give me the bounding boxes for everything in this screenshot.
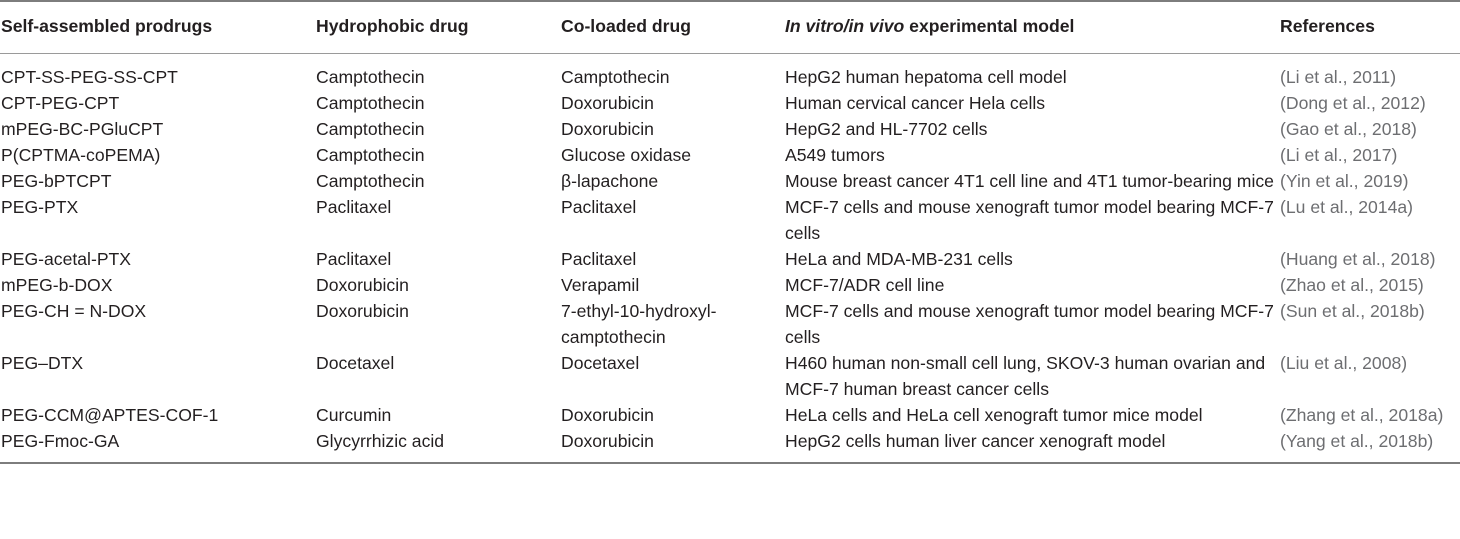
cell-model: HeLa cells and HeLa cell xenograft tumor…: [785, 404, 1203, 425]
cell-coloaded-drug: Doxorubicin: [561, 92, 654, 113]
cell-reference-link[interactable]: (Yin et al., 2019): [1280, 170, 1409, 191]
cell-hydrophobic-drug: Doxorubicin: [316, 274, 409, 295]
cell-coloaded-drug: β-lapachone: [561, 170, 659, 191]
cell-hydrophobic-drug: Curcumin: [316, 404, 392, 425]
cell-reference-link[interactable]: (Yang et al., 2018b): [1280, 427, 1460, 464]
cell-coloaded-drug: Verapamil: [561, 274, 640, 295]
table-row: PEG-acetal-PTX Paclitaxel Paclitaxel HeL…: [0, 246, 1460, 272]
header-model-rest: experimental model: [904, 16, 1075, 37]
cell-reference-link[interactable]: (Zhao et al., 2015): [1280, 274, 1424, 295]
cell-prodrug: PEG-PTX: [1, 196, 79, 217]
cell-reference-link[interactable]: (Sun et al., 2018b): [1280, 300, 1425, 321]
cell-prodrug: mPEG-b-DOX: [1, 274, 113, 295]
cell-hydrophobic-drug: Camptothecin: [316, 92, 425, 113]
cell-prodrug: PEG-Fmoc-GA: [0, 427, 316, 464]
cell-model: Mouse breast cancer 4T1 cell line and 4T…: [785, 170, 1274, 191]
prodrug-table: Self-assembled prodrugs Hydrophobic drug…: [0, 0, 1460, 464]
cell-reference-link[interactable]: (Dong et al., 2012): [1280, 92, 1426, 113]
cell-model: HepG2 human hepatoma cell model: [785, 66, 1067, 87]
cell-reference-link[interactable]: (Li et al., 2017): [1280, 144, 1398, 165]
cell-coloaded-drug: Camptothecin: [561, 66, 670, 87]
cell-prodrug: CPT-SS-PEG-SS-CPT: [1, 66, 178, 87]
cell-coloaded-drug: Paclitaxel: [561, 248, 637, 269]
cell-coloaded-drug: Docetaxel: [561, 352, 640, 373]
cell-prodrug: PEG-CH = N-DOX: [1, 300, 147, 321]
cell-model: A549 tumors: [785, 144, 885, 165]
header-prodrug: Self-assembled prodrugs: [0, 0, 316, 54]
cell-prodrug: PEG-CCM@APTES-COF-1: [1, 404, 219, 425]
cell-coloaded-drug: Doxorubicin: [561, 118, 654, 139]
cell-model: HepG2 cells human liver cancer xenograft…: [785, 427, 1280, 464]
cell-hydrophobic-drug: Doxorubicin: [316, 300, 409, 321]
header-experimental-model: In vitro/in vivo experimental model: [785, 0, 1280, 54]
cell-reference-link[interactable]: (Liu et al., 2008): [1280, 352, 1408, 373]
cell-reference-link[interactable]: (Huang et al., 2018): [1280, 248, 1436, 269]
cell-coloaded-drug: Paclitaxel: [561, 196, 637, 217]
cell-hydrophobic-drug: Paclitaxel: [316, 196, 392, 217]
table-row: PEG-bPTCPT Camptothecin β-lapachone Mous…: [0, 168, 1460, 194]
cell-prodrug: PEG–DTX: [1, 352, 84, 373]
cell-hydrophobic-drug: Camptothecin: [316, 170, 425, 191]
cell-reference-link[interactable]: (Gao et al., 2018): [1280, 118, 1417, 139]
cell-model: HeLa and MDA-MB-231 cells: [785, 248, 1013, 269]
table-row: PEG-CCM@APTES-COF-1 Curcumin Doxorubicin…: [0, 402, 1460, 428]
cell-hydrophobic-drug: Camptothecin: [316, 66, 425, 87]
table-row: mPEG-BC-PGluCPT Camptothecin Doxorubicin…: [0, 116, 1460, 142]
cell-coloaded-drug: Doxorubicin: [561, 427, 785, 464]
cell-prodrug: mPEG-BC-PGluCPT: [1, 118, 164, 139]
cell-reference-link[interactable]: (Zhang et al., 2018a): [1280, 404, 1444, 425]
table-header: Self-assembled prodrugs Hydrophobic drug…: [0, 0, 1460, 54]
cell-model: MCF-7 cells and mouse xenograft tumor mo…: [785, 300, 1274, 347]
cell-model: H460 human non-small cell lung, SKOV-3 h…: [785, 352, 1266, 399]
table-row: PEG-PTX Paclitaxel Paclitaxel MCF-7 cell…: [0, 194, 1460, 246]
cell-prodrug: PEG-bPTCPT: [1, 170, 112, 191]
table-row: CPT-PEG-CPT Camptothecin Doxorubicin Hum…: [0, 90, 1460, 116]
header-coloaded-drug: Co-loaded drug: [561, 0, 785, 54]
cell-coloaded-drug: Doxorubicin: [561, 404, 654, 425]
header-references: References: [1280, 0, 1460, 54]
table-row: CPT-SS-PEG-SS-CPT Camptothecin Camptothe…: [0, 53, 1460, 90]
header-hydrophobic-drug: Hydrophobic drug: [316, 0, 561, 54]
cell-reference-link[interactable]: (Lu et al., 2014a): [1280, 196, 1414, 217]
table-body: CPT-SS-PEG-SS-CPT Camptothecin Camptothe…: [0, 53, 1460, 464]
cell-prodrug: PEG-acetal-PTX: [1, 248, 132, 269]
cell-prodrug: CPT-PEG-CPT: [1, 92, 120, 113]
cell-reference-link[interactable]: (Li et al., 2011): [1280, 66, 1397, 87]
cell-hydrophobic-drug: Paclitaxel: [316, 248, 392, 269]
table-row: PEG-CH = N-DOX Doxorubicin 7-ethyl-10-hy…: [0, 298, 1460, 350]
table-row: P(CPTMA-coPEMA) Camptothecin Glucose oxi…: [0, 142, 1460, 168]
table-row: mPEG-b-DOX Doxorubicin Verapamil MCF-7/A…: [0, 272, 1460, 298]
header-model-italic: In vitro/in vivo: [785, 16, 905, 37]
cell-coloaded-drug: 7-ethyl-10-hydroxyl-camptothecin: [561, 300, 717, 347]
cell-model: Human cervical cancer Hela cells: [785, 92, 1046, 113]
cell-model: MCF-7/ADR cell line: [785, 274, 945, 295]
cell-coloaded-drug: Glucose oxidase: [561, 144, 692, 165]
header-row: Self-assembled prodrugs Hydrophobic drug…: [0, 0, 1460, 54]
cell-hydrophobic-drug: Camptothecin: [316, 144, 425, 165]
cell-model: MCF-7 cells and mouse xenograft tumor mo…: [785, 196, 1274, 243]
table-row: PEG–DTX Docetaxel Docetaxel H460 human n…: [0, 350, 1460, 402]
cell-prodrug: P(CPTMA-coPEMA): [1, 144, 161, 165]
cell-hydrophobic-drug: Camptothecin: [316, 118, 425, 139]
table-row: PEG-Fmoc-GA Glycyrrhizic acid Doxorubici…: [0, 427, 1460, 464]
cell-hydrophobic-drug: Docetaxel: [316, 352, 395, 373]
cell-model: HepG2 and HL-7702 cells: [785, 118, 988, 139]
cell-hydrophobic-drug: Glycyrrhizic acid: [316, 427, 561, 464]
